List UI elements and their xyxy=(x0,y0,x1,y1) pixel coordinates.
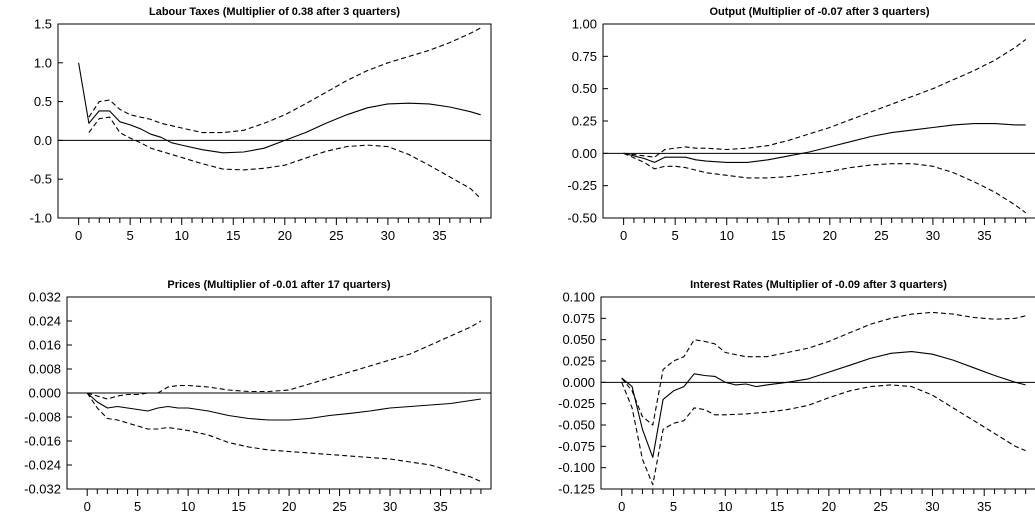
x-tick-label: 25 xyxy=(332,499,346,514)
y-tick-label: 0.000 xyxy=(562,375,595,390)
x-tick-label: 30 xyxy=(926,228,940,243)
x-tick-label: 0 xyxy=(84,499,91,514)
x-tick-label: 25 xyxy=(329,228,343,243)
confidence-band-line xyxy=(87,320,482,400)
x-tick-label: 5 xyxy=(134,499,141,514)
x-tick-label: 15 xyxy=(226,228,240,243)
x-tick-label: 10 xyxy=(174,228,188,243)
chart-title: Interest Rates (Multiplier of -0.09 afte… xyxy=(690,279,947,291)
x-tick-label: 15 xyxy=(771,228,785,243)
y-tick-label: -0.016 xyxy=(24,434,61,449)
chart-panel-2: Output (Multiplier of -0.07 after 3 quar… xyxy=(567,6,1035,243)
y-tick-label: 0.000 xyxy=(28,386,61,401)
y-tick-label: 1.5 xyxy=(34,17,52,32)
x-tick-label: 5 xyxy=(127,228,134,243)
confidence-band-line xyxy=(88,116,482,199)
chart-panel-3: Prices (Multiplier of -0.01 after 17 qua… xyxy=(24,279,492,514)
confidence-band-line xyxy=(621,311,1026,426)
y-tick-label: -0.050 xyxy=(558,418,595,433)
y-tick-label: -0.25 xyxy=(567,178,597,193)
x-tick-label: 30 xyxy=(925,499,939,514)
y-tick-label: -0.125 xyxy=(558,482,595,497)
plot-frame xyxy=(600,296,1035,490)
y-tick-label: 1.00 xyxy=(572,17,597,32)
y-tick-label: 0.024 xyxy=(28,314,61,329)
y-tick-label: 0.008 xyxy=(28,362,61,377)
y-tick-label: -0.075 xyxy=(558,439,595,454)
x-tick-label: 30 xyxy=(381,228,395,243)
y-tick-label: 0.100 xyxy=(562,290,595,305)
y-tick-label: 0.075 xyxy=(562,311,595,326)
y-tick-label: -0.5 xyxy=(30,172,52,187)
response-line xyxy=(623,123,1026,163)
x-tick-label: 35 xyxy=(433,499,447,514)
y-tick-label: 1.0 xyxy=(34,55,52,70)
y-tick-label: -0.008 xyxy=(24,410,61,425)
y-tick-label: -0.100 xyxy=(558,460,595,475)
x-tick-label: 20 xyxy=(278,228,292,243)
x-tick-label: 0 xyxy=(620,228,627,243)
x-tick-label: 30 xyxy=(383,499,397,514)
confidence-band-line xyxy=(623,39,1027,158)
confidence-band-line xyxy=(86,392,482,483)
confidence-band-line xyxy=(621,382,1026,486)
x-tick-label: 35 xyxy=(977,499,991,514)
x-tick-label: 10 xyxy=(718,499,732,514)
response-line xyxy=(78,62,481,154)
y-tick-label: 0.032 xyxy=(28,290,61,305)
y-tick-label: 0.5 xyxy=(34,94,52,109)
x-tick-label: 10 xyxy=(719,228,733,243)
y-tick-label: -0.032 xyxy=(24,482,61,497)
x-tick-label: 0 xyxy=(618,499,625,514)
chart-title: Output (Multiplier of -0.07 after 3 quar… xyxy=(709,6,929,18)
x-tick-label: 5 xyxy=(672,228,679,243)
x-tick-label: 20 xyxy=(282,499,296,514)
y-tick-label: 0.0 xyxy=(34,133,52,148)
y-tick-label: 0.75 xyxy=(572,49,597,64)
x-tick-label: 25 xyxy=(874,228,888,243)
confidence-band-line xyxy=(88,27,481,134)
x-tick-label: 25 xyxy=(873,499,887,514)
x-tick-label: 35 xyxy=(432,228,446,243)
x-tick-label: 20 xyxy=(823,228,837,243)
y-tick-label: -0.50 xyxy=(567,211,597,226)
chart-title: Prices (Multiplier of -0.01 after 17 qua… xyxy=(167,279,390,291)
y-tick-label: -1.0 xyxy=(30,211,52,226)
plot-frame xyxy=(602,23,1035,219)
y-tick-label: 0.025 xyxy=(562,354,595,369)
chart-panel-4: Interest Rates (Multiplier of -0.09 afte… xyxy=(558,279,1035,514)
plot-frame xyxy=(57,23,492,219)
response-line xyxy=(86,392,481,421)
y-tick-label: -0.025 xyxy=(558,396,595,411)
response-line xyxy=(621,351,1026,458)
y-tick-label: -0.024 xyxy=(24,458,61,473)
y-tick-label: 0.050 xyxy=(562,332,595,347)
x-tick-label: 0 xyxy=(75,228,82,243)
x-tick-label: 35 xyxy=(977,228,991,243)
chart-panel-1: Labour Taxes (Multiplier of 0.38 after 3… xyxy=(30,6,492,243)
x-tick-label: 10 xyxy=(181,499,195,514)
x-tick-label: 5 xyxy=(670,499,677,514)
y-tick-label: 0.50 xyxy=(572,81,597,96)
y-tick-label: 0.00 xyxy=(572,146,597,161)
x-tick-label: 15 xyxy=(231,499,245,514)
x-tick-label: 15 xyxy=(770,499,784,514)
y-tick-label: 0.016 xyxy=(28,338,61,353)
chart-title: Labour Taxes (Multiplier of 0.38 after 3… xyxy=(149,6,400,18)
confidence-band-line xyxy=(623,152,1027,214)
x-tick-label: 20 xyxy=(822,499,836,514)
y-tick-label: 0.25 xyxy=(572,114,597,129)
